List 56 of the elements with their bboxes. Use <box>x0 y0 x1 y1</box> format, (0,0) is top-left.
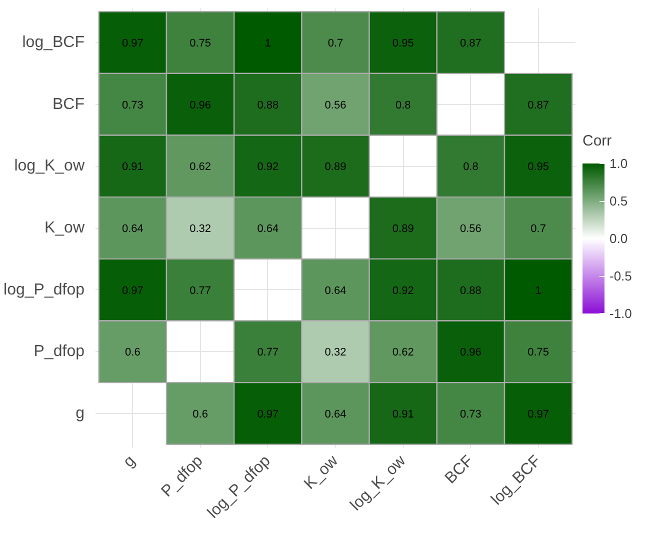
data-label: 0.96 <box>460 346 482 359</box>
data-label: 0.88 <box>257 99 279 112</box>
color-bar-label: 1.0 <box>610 156 628 171</box>
data-label: 0.8 <box>463 161 478 174</box>
data-label: 1 <box>535 284 542 297</box>
color-bar-label: 0.5 <box>610 194 628 208</box>
data-label: 0.73 <box>122 99 144 112</box>
data-label: 0.91 <box>122 161 144 174</box>
data-label: 0.8 <box>395 99 411 112</box>
data-label: 0.92 <box>257 161 279 174</box>
data-label: 0.88 <box>460 284 482 297</box>
data-label: 0.87 <box>528 99 550 112</box>
data-label: 0.75 <box>190 38 212 50</box>
data-label: 0.87 <box>460 38 482 50</box>
data-label: 0.96 <box>190 99 212 112</box>
data-label: 0.7 <box>328 38 344 50</box>
data-label: 0.97 <box>528 408 550 420</box>
data-label: 0.62 <box>190 161 212 174</box>
data-label: 0.32 <box>324 346 346 359</box>
color-bar-label: -0.5 <box>610 268 632 284</box>
y-tick-label: K_ow <box>44 220 85 236</box>
data-label: 0.7 <box>530 223 546 235</box>
data-label: 0.89 <box>392 223 414 235</box>
y-tick-label: log_K_ow <box>14 158 85 175</box>
y-tick-label: g <box>76 404 85 422</box>
data-label: 0.95 <box>528 161 550 174</box>
data-label: 0.91 <box>392 408 414 420</box>
data-label: 0.62 <box>392 346 414 359</box>
data-label: 0.6 <box>125 346 140 359</box>
data-label: 0.64 <box>324 284 346 297</box>
data-label: 0.95 <box>392 38 414 50</box>
data-label: 0.73 <box>460 408 482 420</box>
data-label: 0.64 <box>122 223 144 235</box>
data-label: 0.75 <box>528 346 550 359</box>
color-bar-label: -1.0 <box>610 306 632 321</box>
data-label: 1 <box>264 38 271 50</box>
x-tick-label: g <box>120 452 139 471</box>
color-bar-label: 0.0 <box>610 231 628 246</box>
data-label: 0.89 <box>324 161 346 174</box>
y-tick-label: BCF <box>52 96 85 113</box>
color-bar-title: Corr <box>582 132 612 150</box>
data-label: 0.92 <box>392 284 414 297</box>
data-label: 0.64 <box>257 223 279 235</box>
data-label: 0.97 <box>122 284 144 297</box>
data-label: 0.56 <box>324 99 346 112</box>
y-tick-label: log_BCF <box>22 34 85 52</box>
data-label: 0.6 <box>192 408 208 420</box>
data-label: 0.97 <box>122 38 144 50</box>
y-tick-label: log_P_dfop <box>4 281 85 298</box>
data-label: 0.97 <box>257 408 279 420</box>
data-label: 0.56 <box>460 223 482 235</box>
y-tick-label: P_dfop <box>34 343 85 360</box>
data-label: 0.77 <box>190 284 212 297</box>
data-label: 0.77 <box>257 346 279 359</box>
data-label: 0.64 <box>324 408 346 420</box>
data-label: 0.32 <box>190 223 212 235</box>
